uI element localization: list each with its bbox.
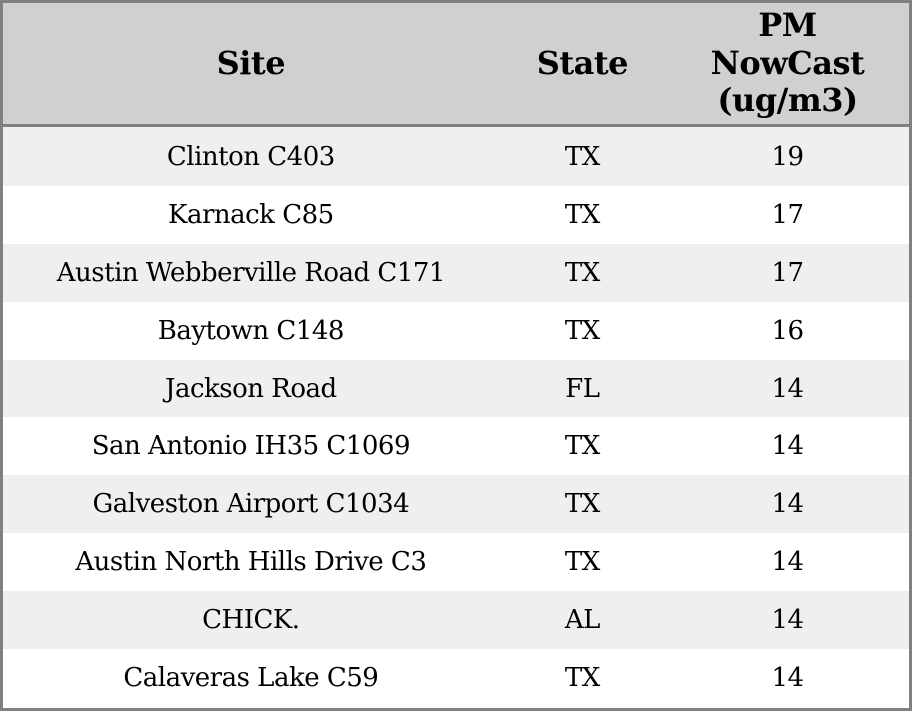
header-state: State — [498, 1, 666, 127]
site-cell: Galveston Airport C1034 — [92, 489, 410, 520]
state-cell: TX — [564, 546, 600, 577]
table-row: Austin North Hills Drive C3 TX 14 — [1, 533, 911, 591]
site-cell: Baytown C148 — [157, 315, 345, 346]
header-row: Site State PM NowCast (ug/m3) — [1, 1, 911, 127]
state-cell: AL — [564, 604, 601, 635]
pm-cell: 14 — [771, 546, 804, 577]
state-cell: TX — [564, 200, 600, 231]
table-header: Site State PM NowCast (ug/m3) — [1, 1, 911, 127]
site-cell: Austin Webberville Road C171 — [56, 257, 446, 288]
site-cell: San Antonio IH35 C1069 — [91, 431, 411, 462]
table-row: Baytown C148 TX 16 — [1, 301, 911, 360]
header-site: Site — [1, 1, 499, 127]
state-cell: TX — [564, 431, 600, 462]
state-cell: TX — [564, 663, 600, 694]
table-row: Jackson Road FL 14 — [1, 359, 911, 418]
site-cell: Jackson Road — [165, 373, 337, 404]
state-cell: TX — [564, 489, 600, 520]
site-cell: Karnack C85 — [168, 200, 334, 231]
pm-cell: 16 — [771, 315, 804, 346]
header-pm-nowcast: PM NowCast (ug/m3) — [665, 1, 911, 127]
pm-cell: 19 — [771, 141, 804, 172]
pm-cell: 14 — [771, 604, 804, 635]
pm-cell: 17 — [771, 200, 804, 231]
state-cell: TX — [564, 257, 600, 288]
pm-cell: 14 — [771, 489, 804, 520]
table-row: Galveston Airport C1034 TX 14 — [1, 475, 911, 534]
site-cell: Austin North Hills Drive C3 — [75, 546, 427, 577]
site-cell: Calaveras Lake C59 — [123, 663, 379, 694]
pm-cell: 17 — [771, 257, 804, 288]
state-cell: TX — [564, 141, 600, 172]
table-row: San Antonio IH35 C1069 TX 14 — [1, 417, 911, 476]
pm-cell: 14 — [771, 431, 804, 462]
site-cell: CHICK. — [202, 604, 300, 635]
state-cell: FL — [565, 373, 600, 404]
table-body: Clinton C403 TX 19 Karnack C85 TX 17 Aus… — [1, 125, 911, 710]
table-row: CHICK. AL 14 — [1, 590, 911, 649]
pm-cell: 14 — [771, 663, 804, 694]
site-cell: Clinton C403 — [166, 141, 335, 172]
table-row: Clinton C403 TX 19 — [1, 125, 911, 187]
table-row: Calaveras Lake C59 TX 14 — [1, 648, 911, 710]
pm-cell: 14 — [771, 373, 804, 404]
state-cell: TX — [564, 315, 600, 346]
table-row: Karnack C85 TX 17 — [1, 186, 911, 245]
table-row: Austin Webberville Road C171 TX 17 — [1, 244, 911, 302]
